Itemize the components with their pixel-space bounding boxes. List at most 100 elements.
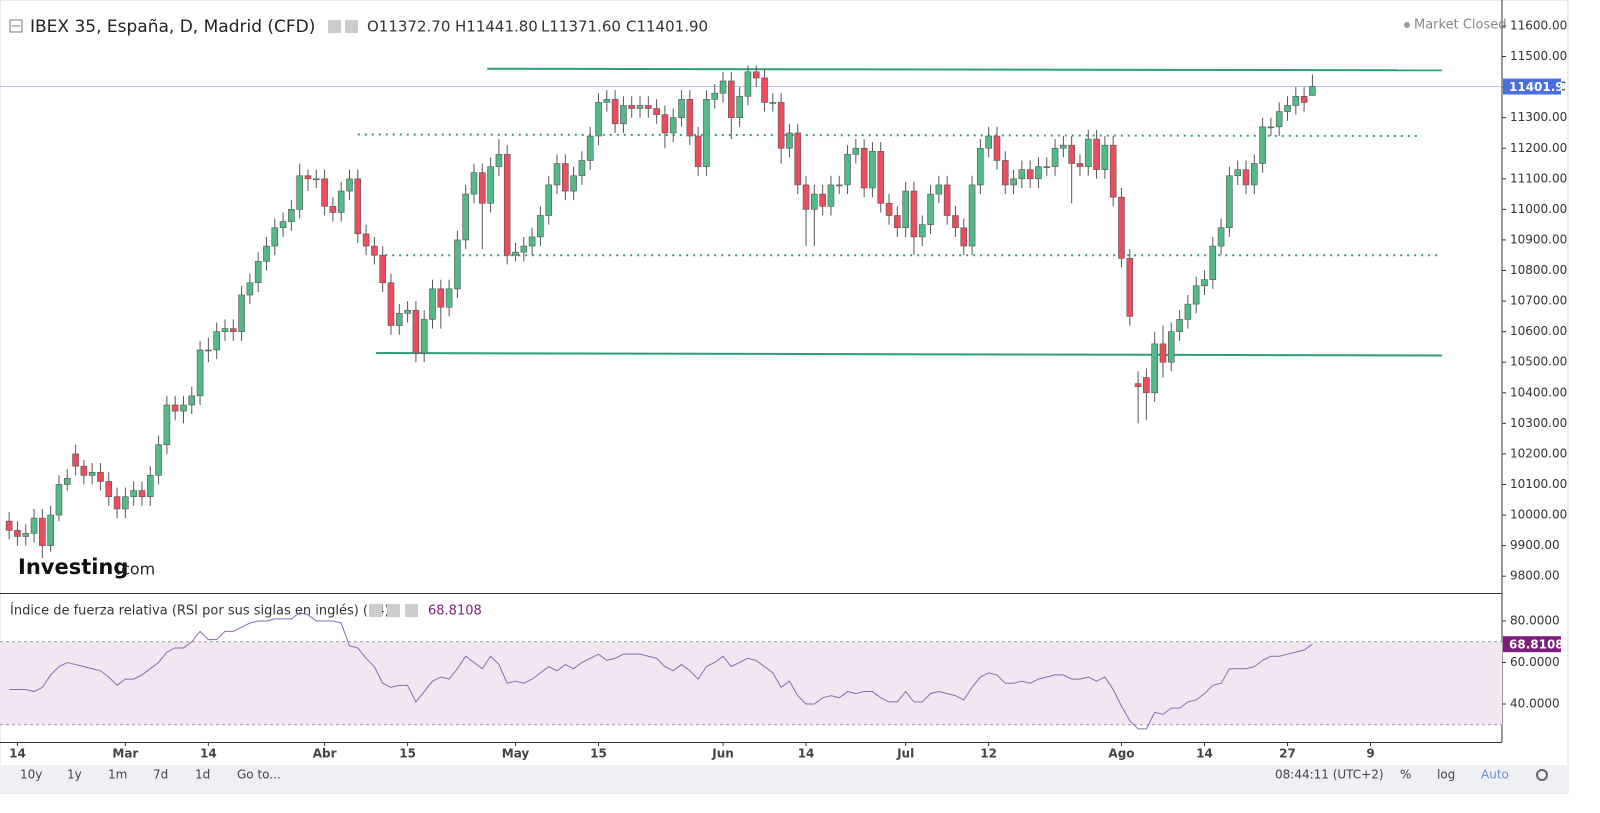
trend-line (487, 67, 1442, 72)
candle-body (72, 453, 79, 467)
ohlc-open: O11372.70 (367, 18, 450, 36)
candle-body (354, 178, 362, 235)
candle-body (777, 102, 785, 149)
candle-body (379, 254, 386, 284)
candle-body (312, 178, 320, 181)
candle-body (952, 215, 959, 229)
candle-body (1060, 144, 1067, 149)
goto-button[interactable]: Go to... (237, 768, 281, 782)
candle-body (105, 481, 113, 498)
candle-body (445, 288, 453, 308)
x-tick-label: 14 (200, 747, 217, 761)
y-tick-label: 9800.00 (1510, 569, 1560, 583)
candle-body (586, 135, 594, 161)
candle-body (1192, 285, 1200, 305)
candle-body (1026, 169, 1034, 180)
candle-body (130, 490, 137, 498)
candle-body (1101, 144, 1109, 170)
candle-body (254, 261, 262, 284)
range-button[interactable]: 1m (108, 768, 127, 782)
auto-toggle[interactable]: Auto (1481, 768, 1509, 782)
settings-gear[interactable] (1536, 769, 1548, 781)
range-button[interactable]: 7d (153, 768, 168, 782)
log-toggle[interactable]: log (1437, 768, 1455, 782)
candle-body (894, 215, 901, 229)
candle-body (993, 135, 1001, 161)
candle-body (1275, 111, 1283, 128)
candle-body (63, 478, 71, 485)
candle-body (595, 102, 602, 137)
candle-body (553, 163, 561, 186)
candle-body (910, 190, 918, 238)
candle-body (943, 184, 951, 216)
candle-body (246, 282, 254, 296)
x-tick-label: Mar (112, 747, 138, 761)
candle-body (578, 160, 586, 177)
y-tick-label: 10900.00 (1510, 232, 1567, 246)
range-button[interactable]: 10y (20, 768, 42, 782)
candle-body (869, 151, 876, 189)
y-tick-label: 10800.00 (1510, 263, 1567, 277)
y-tick-label: 11500.00 (1510, 49, 1567, 63)
market-status: Market Closed (1414, 18, 1507, 33)
candle-body (636, 105, 644, 109)
candle-body (1167, 331, 1175, 363)
candle-body (321, 178, 328, 207)
candle-body (1093, 138, 1100, 170)
candle-body (296, 175, 303, 210)
x-tick-label: Ago (1108, 747, 1134, 761)
chart-title: IBEX 35, España, D, Madrid (CFD) (30, 17, 315, 37)
percent-toggle[interactable]: % (1400, 768, 1411, 782)
collapse-icon[interactable] (9, 19, 23, 33)
rsi-icon[interactable] (369, 604, 382, 617)
x-tick-label: 15 (399, 747, 416, 761)
candle-body (1217, 227, 1225, 247)
candle-body (1143, 377, 1150, 394)
candle-body (1184, 303, 1192, 320)
candle-body (1259, 126, 1266, 164)
y-tick-label: 10600.00 (1510, 324, 1567, 338)
candle-body (221, 328, 229, 332)
x-tick-label: May (502, 747, 530, 761)
candle-body (1068, 144, 1075, 164)
candle-body (1176, 319, 1183, 332)
range-button[interactable]: 1y (67, 768, 82, 782)
rsi-value: 68.8108 (428, 604, 482, 619)
candle-body (1226, 175, 1233, 229)
range-button[interactable]: 1d (195, 768, 210, 782)
candle-body (171, 404, 179, 412)
candle-body (977, 147, 984, 186)
trend-line (376, 352, 1442, 357)
candle-body (229, 328, 237, 332)
ohlc-high: H11441.80 (455, 18, 538, 36)
candle-body (736, 95, 743, 118)
settings-icon[interactable] (345, 20, 358, 33)
candle-body (479, 172, 486, 204)
candle-body (661, 114, 669, 134)
candle-body (645, 105, 652, 109)
candle-body (528, 236, 536, 247)
candle-body (454, 239, 461, 290)
candle-body (346, 178, 353, 192)
ohlc-close: C11401.90 (626, 18, 708, 36)
settings-icon[interactable] (328, 20, 341, 33)
rsi-icon[interactable] (387, 604, 400, 617)
price-tag-label: 11401.90 (1509, 80, 1572, 94)
x-tick-label: 27 (1279, 747, 1296, 761)
candle-body (1118, 196, 1125, 259)
candle-body (628, 105, 636, 109)
candle-body (412, 309, 420, 354)
candle-body (611, 99, 619, 125)
candle-body (985, 135, 992, 149)
candle-body (1018, 169, 1026, 180)
candle-body (927, 193, 934, 225)
candle-body (512, 251, 519, 256)
ohlc-low: L11371.60 (541, 18, 621, 36)
candle-body (97, 471, 104, 482)
candle-body (537, 215, 544, 238)
y-tick-label: 10400.00 (1510, 385, 1567, 399)
rsi-icon[interactable] (405, 604, 418, 617)
candle-body (935, 184, 943, 195)
